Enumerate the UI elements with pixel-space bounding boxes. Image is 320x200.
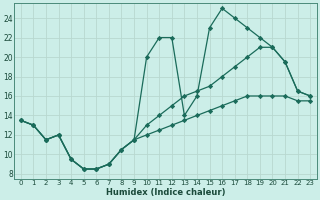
- X-axis label: Humidex (Indice chaleur): Humidex (Indice chaleur): [106, 188, 225, 197]
